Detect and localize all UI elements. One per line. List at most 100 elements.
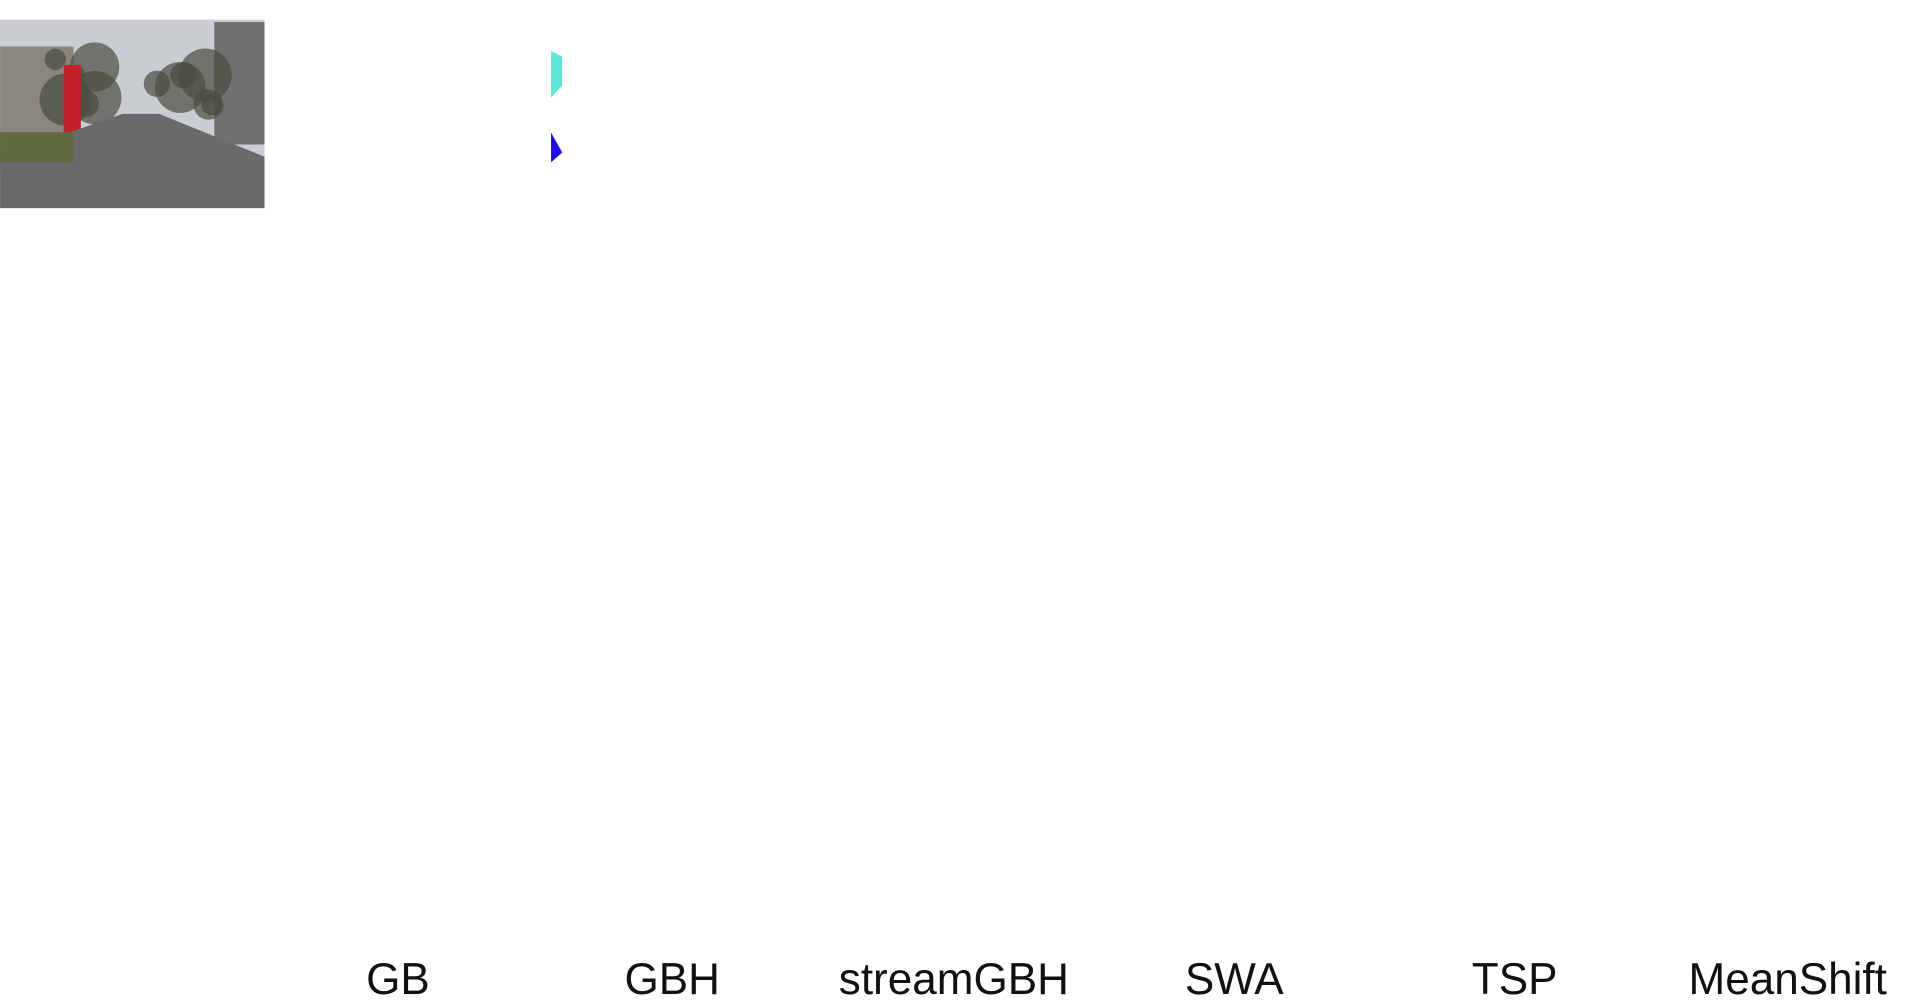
segment [972, 561, 979, 570]
segment [1471, 522, 1478, 529]
segment [1199, 631, 1244, 681]
segment [1418, 170, 1446, 198]
segment [716, 521, 746, 544]
segment [682, 532, 711, 561]
segment [1714, 666, 1735, 691]
segment [1165, 571, 1186, 591]
segment [1100, 502, 1133, 529]
segment [383, 168, 389, 174]
segment [1483, 21, 1505, 40]
segment [1503, 35, 1525, 52]
segment [952, 666, 967, 683]
segment [1404, 10, 1436, 37]
segment [888, 158, 907, 183]
segment [766, 43, 791, 68]
segment [1675, 496, 1711, 536]
segment [535, 523, 566, 554]
segment [685, 143, 704, 163]
segment [1205, 559, 1215, 570]
segment [1158, 504, 1188, 545]
segment [1380, 498, 1644, 696]
road-label [1378, 365, 1642, 435]
segment [1068, 628, 1092, 651]
segment [1636, 527, 1649, 542]
segment [737, 565, 751, 583]
segment [810, 129, 817, 138]
segment [280, 131, 333, 170]
segment [1702, 121, 1717, 133]
segment [1660, 496, 1671, 505]
segment [1510, 561, 1520, 570]
segment [1271, 590, 1308, 638]
segment [1056, 545, 1065, 553]
segment [1078, 544, 1088, 553]
segment [372, 150, 418, 187]
segment [1006, 102, 1021, 120]
segment [1789, 3, 1805, 16]
segment [1865, 12, 1875, 22]
segment [834, 100, 847, 116]
segment [640, 631, 659, 644]
segment [888, 515, 914, 538]
segment [938, 140, 949, 152]
column-label: streamGBH [839, 955, 1069, 1000]
segment [602, 664, 621, 680]
building-label [1198, 236, 1271, 334]
segment [780, 70, 787, 77]
segment [1853, 518, 1860, 525]
segment [596, 25, 609, 37]
segment [921, 627, 928, 633]
segment [946, 76, 972, 97]
segment [1053, 51, 1089, 83]
segment [961, 587, 974, 600]
segment [643, 76, 665, 95]
segment [957, 597, 964, 605]
segment [555, 582, 563, 590]
segment [800, 542, 811, 551]
image-panel [254, 482, 545, 716]
segment [1549, 158, 1571, 179]
segment [863, 40, 873, 49]
segment [871, 528, 878, 535]
segment [645, 103, 662, 116]
segment [621, 498, 643, 518]
segment [1067, 110, 1092, 144]
segment [1041, 549, 1055, 566]
segment [852, 86, 859, 94]
segment [521, 507, 544, 541]
segment [597, 605, 612, 619]
segment [952, 176, 982, 196]
segment [268, 572, 321, 616]
segment [1409, 147, 1430, 165]
segment [1089, 671, 1122, 705]
segment [902, 633, 927, 660]
segment [867, 526, 883, 538]
segment [392, 180, 436, 222]
segment [623, 533, 643, 560]
segment [701, 21, 730, 46]
segment [1659, 557, 1685, 587]
segment [1550, 138, 1580, 170]
segment [1380, 10, 1644, 208]
segment [1486, 613, 1513, 640]
segment [609, 623, 617, 630]
segment [703, 558, 712, 567]
segment [666, 520, 674, 528]
segment [948, 10, 971, 38]
segment [893, 663, 914, 687]
segment [1718, 183, 1727, 190]
segment [780, 155, 797, 167]
segment [854, 601, 864, 616]
segment [1095, 5, 1120, 34]
segment [718, 500, 725, 509]
segment [1749, 106, 1788, 148]
segment [1347, 165, 1388, 204]
segment [1563, 542, 1576, 552]
segment [1456, 483, 1481, 516]
segment [1399, 534, 1409, 544]
segment [1481, 117, 1501, 135]
segment [677, 72, 687, 83]
segment [1618, 103, 1645, 128]
segment [1404, 45, 1433, 70]
segment [1013, 50, 1036, 71]
